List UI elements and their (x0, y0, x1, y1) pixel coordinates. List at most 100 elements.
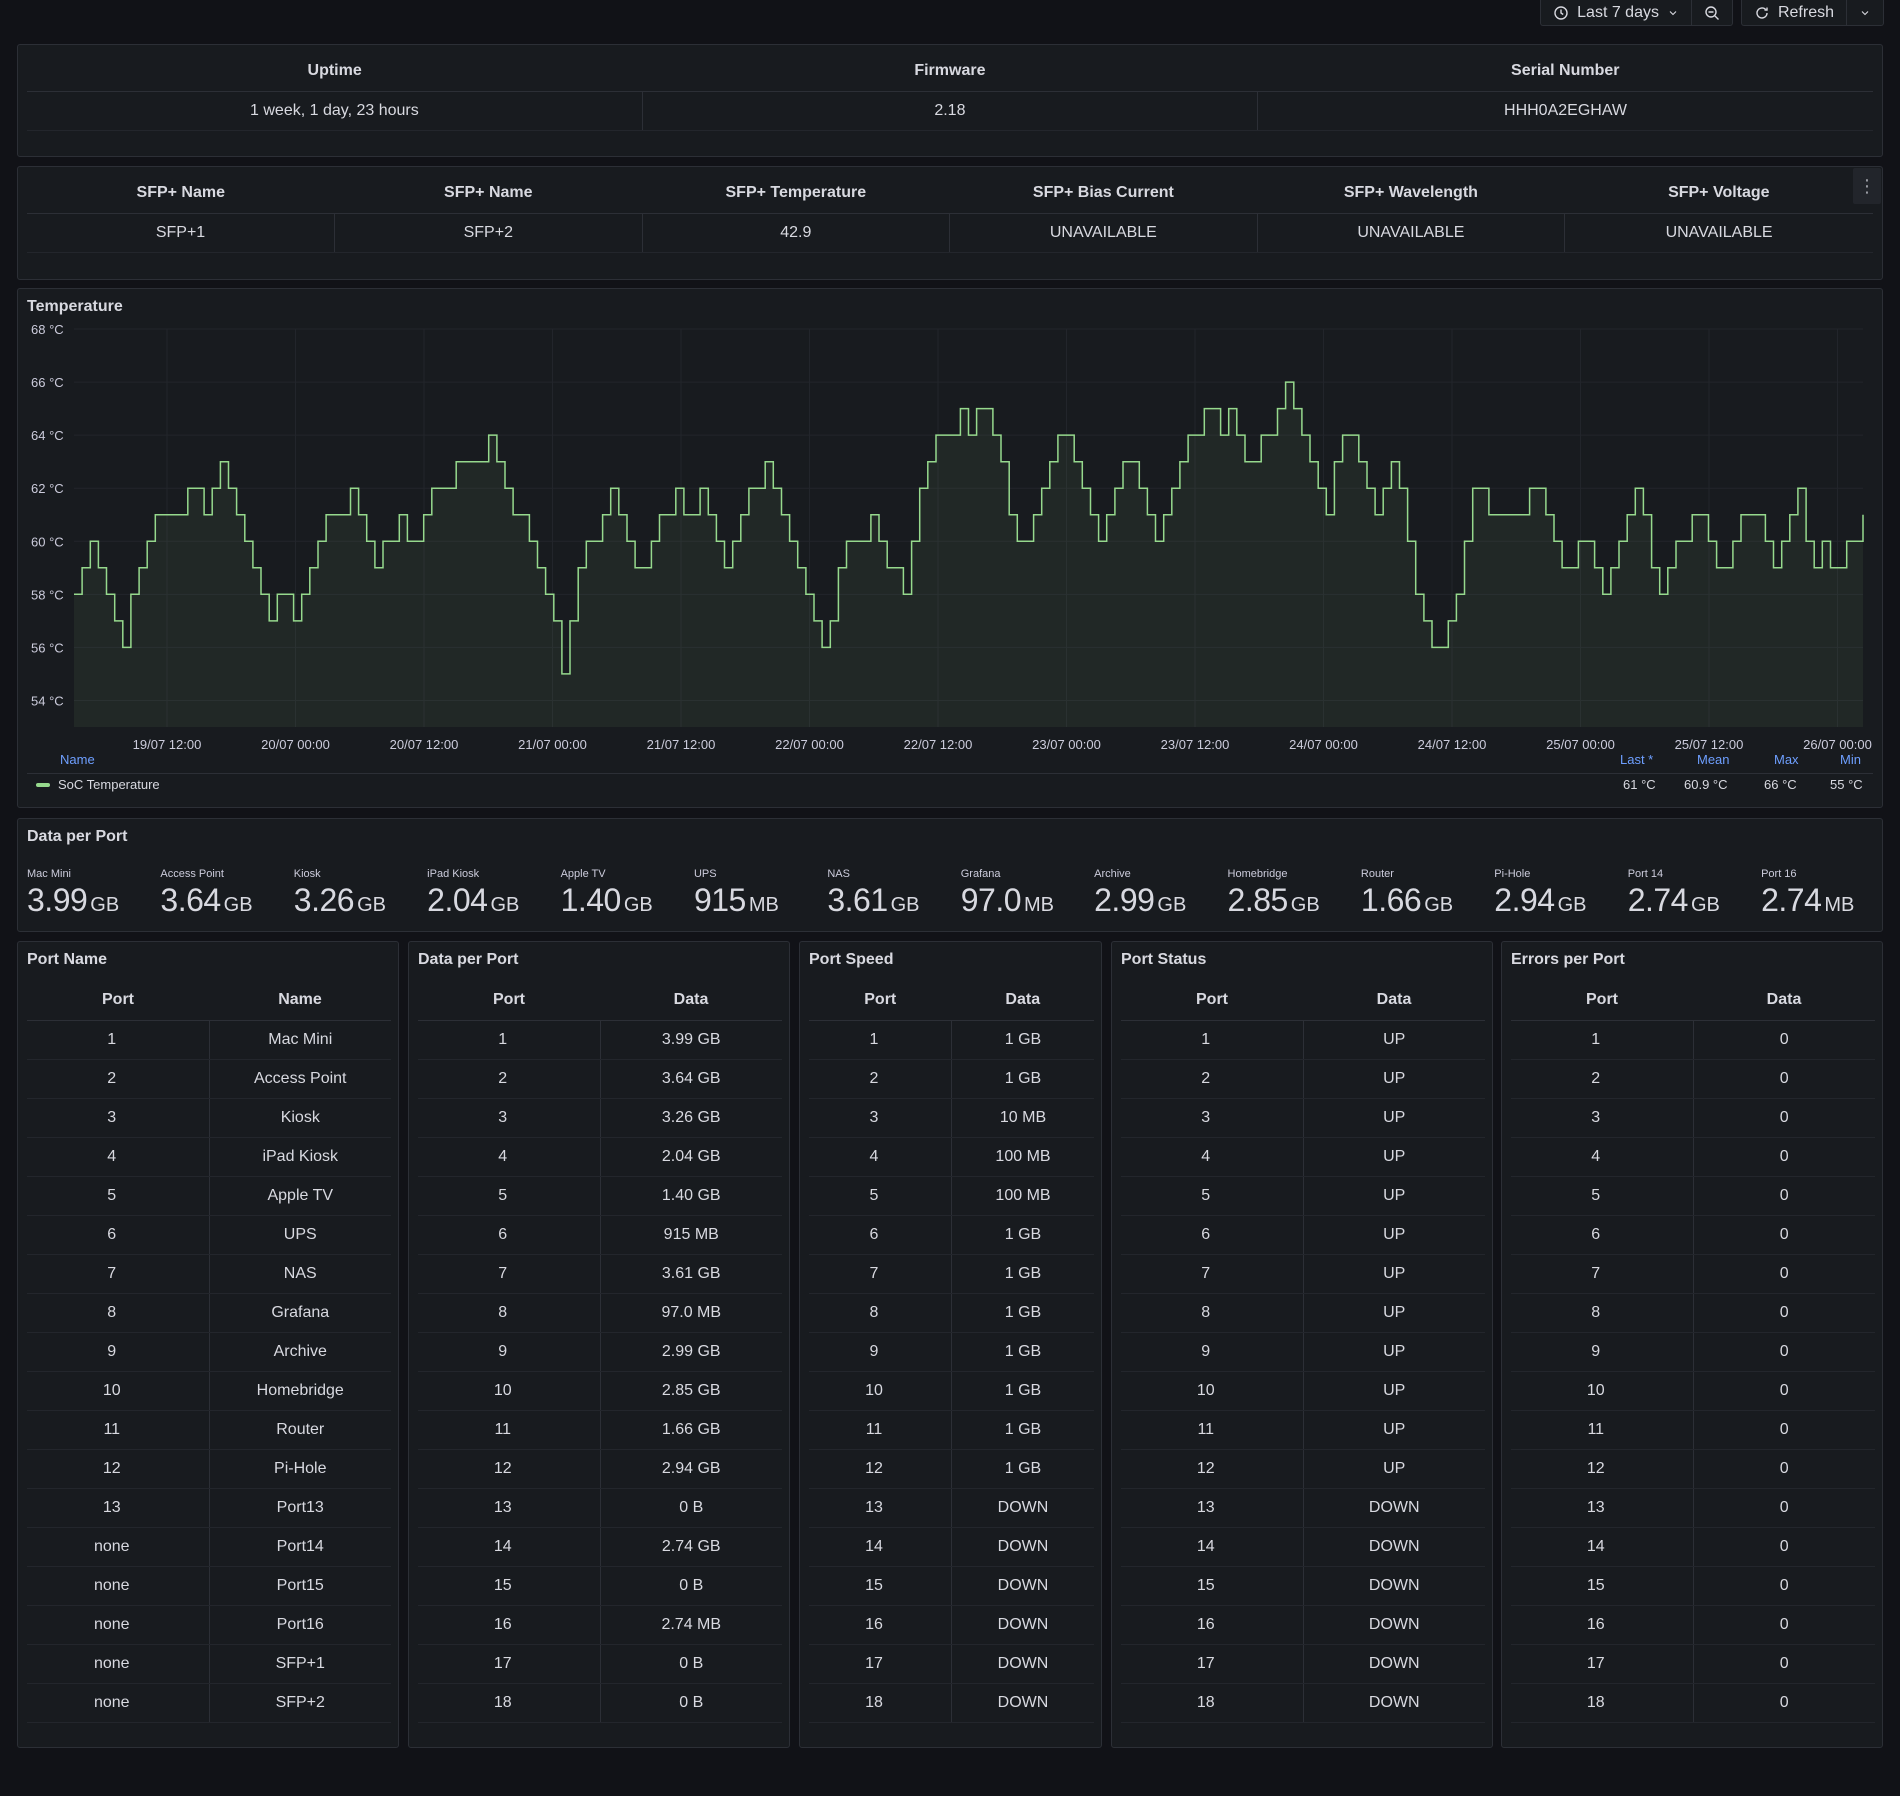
table-cell-data: 10 MB (951, 1098, 1094, 1138)
time-range-label: Last 7 days (1577, 3, 1659, 21)
stat-label: Router (1360, 868, 1394, 880)
table-cell-port: 11 (418, 1410, 600, 1450)
device-info-value-row: 1 week, 1 day, 23 hours 2.18 HHH0A2EGHAW (27, 91, 1873, 131)
stat-mac-mini[interactable]: Mac Mini 3.99 GB (27, 868, 160, 919)
table-cell-data: 0 (1692, 1644, 1875, 1684)
column-header-port[interactable]: Port (809, 979, 952, 1021)
table-cell-port: 15 (1511, 1566, 1693, 1606)
stat-pi-hole[interactable]: Pi-Hole 2.94 GB (1494, 868, 1627, 919)
stat-nas[interactable]: NAS 3.61 GB (827, 868, 960, 919)
stat-unit: GB (890, 894, 920, 916)
stat-router[interactable]: Router 1.66 GB (1361, 868, 1494, 919)
legend-min-header[interactable]: Min (1840, 752, 1861, 767)
table-row: 17 0 (1511, 1644, 1875, 1684)
table-row: 10 UP (1121, 1371, 1485, 1411)
refresh-interval-dropdown[interactable] (1847, 0, 1883, 25)
table-cell-data: 2.99 GB (599, 1332, 782, 1372)
sfp-table: SFP+ Name SFP+ Name SFP+ Temperature SFP… (27, 172, 1873, 253)
table-cell-port: 5 (1121, 1176, 1303, 1216)
column-header-port[interactable]: Port (27, 979, 209, 1021)
table-cell-port: 4 (809, 1137, 952, 1177)
legend-name-header[interactable]: Name (60, 752, 95, 767)
column-header-data[interactable]: Data (951, 979, 1094, 1021)
table-row: 17 DOWN (809, 1644, 1094, 1684)
stat-apple-tv[interactable]: Apple TV 1.40 GB (561, 868, 694, 919)
zoom-out-button[interactable] (1692, 0, 1732, 25)
time-range-picker[interactable]: Last 7 days (1541, 0, 1692, 25)
legend-max-value: 66 °C (1764, 777, 1797, 792)
refresh-button[interactable]: Refresh (1742, 0, 1847, 25)
x-tick-label: 19/07 12:00 (133, 737, 202, 749)
stat-port-14[interactable]: Port 14 2.74 GB (1628, 868, 1761, 919)
column-header-data[interactable]: Data (1303, 979, 1485, 1021)
table-row: 3 10 MB (809, 1098, 1094, 1138)
table-cell-data: 100 MB (951, 1137, 1094, 1177)
more-vertical-icon: ⋮ (1858, 175, 1876, 196)
table-row: 14 2.74 GB (418, 1527, 782, 1567)
table-cell-port: 2 (1121, 1059, 1303, 1099)
legend-max-header[interactable]: Max (1774, 752, 1799, 767)
table-header-row: Port Data (809, 979, 1094, 1021)
legend-series-item[interactable]: SoC Temperature (36, 777, 160, 792)
table-cell-port: 15 (809, 1566, 952, 1606)
column-header-port[interactable]: Port (1511, 979, 1693, 1021)
stat-homebridge[interactable]: Homebridge 2.85 GB (1228, 868, 1361, 919)
series-line-soc-temperature[interactable] (74, 381, 1864, 675)
table-cell-port: 9 (418, 1332, 600, 1372)
table-cell-port: 4 (1121, 1137, 1303, 1177)
table-cell-port: 4 (1511, 1137, 1693, 1177)
sfp-wavelength-value: UNAVAILABLE (1256, 213, 1565, 253)
table-cell-port: 6 (418, 1215, 600, 1255)
uptime-value: 1 week, 1 day, 23 hours (27, 91, 643, 131)
table-row: none Port16 (27, 1605, 391, 1645)
column-header-port[interactable]: Port (1121, 979, 1303, 1021)
table-cell-port: 6 (809, 1215, 952, 1255)
column-header-name[interactable]: Name (209, 979, 391, 1021)
table-cell-port: 13 (27, 1488, 209, 1528)
x-tick-label: 24/07 12:00 (1418, 737, 1487, 749)
stat-label: Mac Mini (27, 868, 72, 880)
stat-grafana[interactable]: Grafana 97.0 MB (961, 868, 1094, 919)
stat-archive[interactable]: Archive 2.99 GB (1094, 868, 1227, 919)
x-tick-label: 23/07 00:00 (1032, 737, 1101, 749)
legend-mean-header[interactable]: Mean (1697, 752, 1730, 767)
stat-kiosk[interactable]: Kiosk 3.26 GB (294, 868, 427, 919)
table-cell-port: 3 (1121, 1098, 1303, 1138)
table-cell-data: 0 (1692, 1449, 1875, 1489)
stat-unit: GB (490, 894, 520, 916)
legend-divider (27, 773, 1873, 774)
table-cell-port: 2 (1511, 1059, 1693, 1099)
column-header-data[interactable]: Data (1693, 979, 1875, 1021)
legend-last-value: 61 °C (1623, 777, 1656, 792)
panel-menu-button[interactable]: ⋮ (1853, 168, 1881, 204)
sfp-voltage-value: UNAVAILABLE (1564, 213, 1873, 253)
table-row: none SFP+1 (27, 1644, 391, 1684)
stat-unit: MB (1024, 894, 1055, 916)
table-cell-data: 0 B (599, 1566, 782, 1606)
table-cell-port: 13 (418, 1488, 600, 1528)
table-cell-port: 8 (27, 1293, 209, 1333)
table-cell-data: 0 B (599, 1683, 782, 1723)
table-row: 5 1.40 GB (418, 1176, 782, 1216)
stat-ipad-kiosk[interactable]: iPad Kiosk 2.04 GB (427, 868, 560, 919)
stat-port-16[interactable]: Port 16 2.74 MB (1761, 868, 1894, 919)
legend-series-name: SoC Temperature (58, 777, 160, 792)
temperature-chart[interactable]: 54 °C 56 °C 58 °C 60 °C 62 °C 64 °C 66 °C 68 °C… (18, 289, 1882, 749)
table-row: 5 Apple TV (27, 1176, 391, 1216)
table-row: 8 Grafana (27, 1293, 391, 1333)
stat-value: 3.64 (160, 882, 221, 918)
table-row: 4 iPad Kiosk (27, 1137, 391, 1177)
table-cell-name: Mac Mini (208, 1020, 391, 1060)
table-row: 16 DOWN (1121, 1605, 1485, 1645)
stat-access-point[interactable]: Access Point 3.64 GB (160, 868, 293, 919)
stat-ups[interactable]: UPS 915 MB (694, 868, 827, 919)
table-cell-port: 5 (418, 1176, 600, 1216)
table-row: 1 3.99 GB (418, 1020, 782, 1060)
legend-last-header[interactable]: Last * (1620, 752, 1654, 767)
column-header-data[interactable]: Data (600, 979, 782, 1021)
column-header-port[interactable]: Port (418, 979, 600, 1021)
table-cell-port: 17 (809, 1644, 952, 1684)
